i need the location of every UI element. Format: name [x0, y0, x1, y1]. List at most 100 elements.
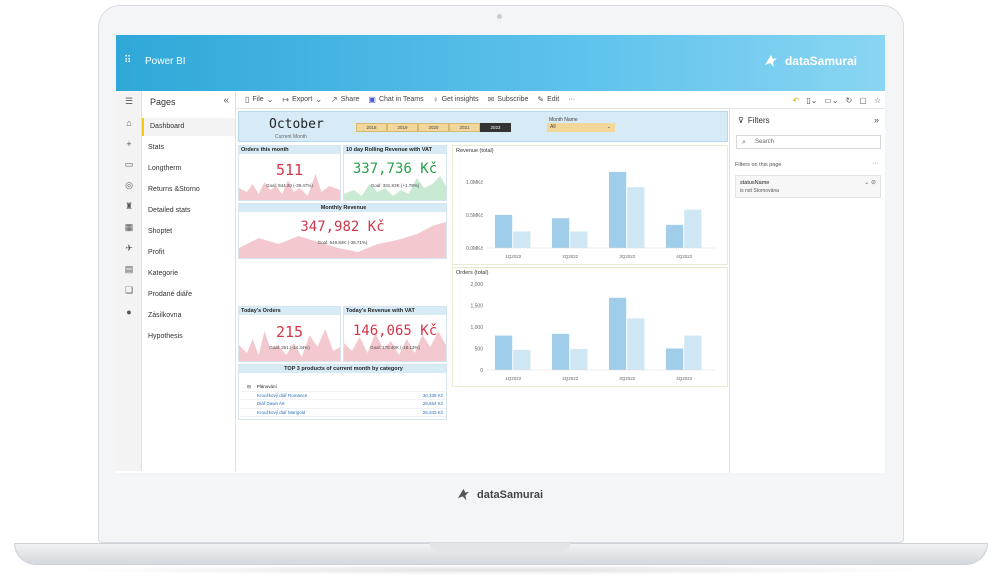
filters-more-button[interactable]: ···: [872, 160, 879, 167]
monthly-sparkline: [239, 222, 446, 258]
monthly-revenue-card[interactable]: Monthly Revenue 347,982 Kč Goal: 549.84K…: [238, 203, 447, 259]
laptop-shadow: [60, 565, 940, 575]
year-2022[interactable]: 2022: [480, 123, 511, 132]
table-row[interactable]: Kroužkový diář Marigold 26,343 Kč: [241, 409, 446, 417]
kpi-value: 215: [275, 323, 304, 341]
y-tick-label: 1.0MKč: [466, 180, 483, 186]
avatar[interactable]: ●: [126, 306, 132, 317]
create-icon[interactable]: +: [126, 138, 132, 149]
today-revenue-sparkline: [344, 331, 446, 361]
page-item-profit[interactable]: Profit: [148, 249, 165, 256]
kpi-goal: Goal: 178.40K (-18.13%): [370, 345, 420, 350]
bookmark-icon[interactable]: ▯⌄: [806, 95, 818, 105]
y-tick-label: 500: [475, 347, 484, 353]
kpi-goal: Goal: 844.20 (-39.47%): [266, 183, 313, 188]
get-insights-button[interactable]: ♀ Get insights: [432, 95, 479, 104]
data-hub-icon[interactable]: ◎: [125, 180, 133, 190]
today-revenue-card[interactable]: Today's Revenue with VAT 146,065 Kč Goal…: [343, 306, 447, 362]
group-expand-icon[interactable]: ⊟: [247, 384, 251, 389]
year-2018[interactable]: 2018: [356, 123, 387, 132]
year-2020[interactable]: 2020: [418, 123, 449, 132]
page-item-stats[interactable]: Stats: [148, 144, 164, 151]
today-orders-card[interactable]: Today's Orders 215 Goal: 251 (-14.34%): [238, 306, 341, 362]
menu-icon[interactable]: ☰: [124, 96, 134, 106]
top3-table[interactable]: TOP 3 products of current month by categ…: [238, 364, 447, 420]
app-title[interactable]: Power BI: [145, 56, 186, 67]
y-tick-label: 0: [480, 368, 483, 374]
page-item-hypothesis[interactable]: Hypothesis: [148, 333, 183, 340]
table-row[interactable]: Diář Dawn A5 28,654 Kč: [241, 400, 446, 409]
kpi-value: 146,065 Kč: [352, 323, 438, 339]
orders-chart[interactable]: Orders (total) 0 500 1,000 1,500 2,000 1Q2022…: [452, 267, 728, 387]
bar: [551, 218, 570, 248]
card-title: Today's Revenue with VAT: [344, 307, 446, 315]
year-2021[interactable]: 2021: [449, 123, 480, 132]
view-icon[interactable]: ▭⌄: [824, 95, 839, 105]
revenue-chart-svg: 0.0MKč 0.5MKč 1.0MKč 1Q2022 2Q2022 3Q2022 4Q20…: [466, 171, 715, 259]
month-name-dropdown[interactable]: All ⌄: [547, 123, 615, 132]
mail-icon: ✉: [487, 95, 495, 104]
page-item-kategorie[interactable]: Kategorie: [148, 270, 178, 277]
filter-card-statusname[interactable]: statusName is not Stornována ⌄ ⊘: [735, 175, 881, 198]
export-icon: ↦: [282, 95, 290, 104]
goals-icon[interactable]: ♜: [124, 201, 134, 211]
revenue-chart[interactable]: Revenue (total) 0.0MKč 0.5MKč 1.0MKč 1Q2022…: [452, 145, 728, 265]
book-icon[interactable]: ▤: [124, 264, 134, 274]
favorite-icon[interactable]: ☆: [873, 95, 881, 105]
command-bar: ▯ File ⌄ ↦ Export ⌄ ↗ Share ▣ Chat in Teams ♀ G…: [236, 91, 885, 109]
comment-icon[interactable]: ▢: [859, 95, 867, 105]
filters-header: ⊽ Filters: [738, 116, 770, 125]
filter-card-actions[interactable]: ⌄ ⊘: [864, 180, 876, 186]
page-item-shoptet[interactable]: Shoptet: [148, 228, 173, 235]
undo-icon[interactable]: ↶: [792, 95, 800, 105]
table-row[interactable]: Kroužkový diář Romance 30,335 Kč: [241, 392, 446, 400]
filter-search-input[interactable]: ⌕ Search: [736, 135, 881, 149]
subscribe-button[interactable]: ✉ Subscribe: [487, 95, 529, 104]
brand-name: dataSamurai: [784, 54, 857, 68]
filters-on-page-label: Filters on this page: [735, 162, 782, 168]
pencil-icon: ✎: [537, 95, 545, 104]
camera: [497, 14, 502, 19]
workspaces-icon[interactable]: ❏: [124, 285, 134, 295]
edit-button[interactable]: ✎ Edit: [537, 95, 560, 104]
table-group-row[interactable]: ⊟ Plánování: [241, 383, 446, 392]
samurai-icon: [764, 55, 777, 67]
apps-icon[interactable]: ▦: [124, 222, 134, 232]
file-menu[interactable]: ▯ File ⌄: [245, 95, 274, 104]
waffle-icon[interactable]: ⠿: [124, 55, 131, 66]
search-icon: ⌕: [742, 139, 746, 146]
lightbulb-icon: ♀: [432, 95, 439, 104]
home-icon[interactable]: ⌂: [126, 117, 132, 128]
page-item-prodane-diare[interactable]: Prodané diáře: [148, 291, 192, 298]
y-tick-label: 1,500: [470, 304, 483, 310]
more-button[interactable]: ···: [568, 96, 576, 103]
orders-sparkline: [239, 174, 340, 200]
kpi-value: 347,982 Kč: [300, 219, 385, 235]
export-menu[interactable]: ↦ Export ⌄: [282, 95, 323, 104]
today-orders-sparkline: [239, 329, 340, 361]
bar: [665, 348, 684, 370]
learn-icon[interactable]: ✈: [125, 243, 133, 253]
page-item-returns[interactable]: Returns &Storno: [148, 186, 200, 193]
share-button[interactable]: ↗ Share: [331, 95, 360, 104]
browse-icon[interactable]: ▭: [124, 159, 134, 169]
year-slicer: 2018 2019 2020 2021 2022: [356, 123, 511, 132]
refresh-icon[interactable]: ↻: [845, 95, 853, 105]
bar: [684, 335, 702, 370]
y-tick-label: 0.0MKč: [466, 246, 483, 252]
chat-teams-button[interactable]: ▣ Chat in Teams: [368, 95, 424, 104]
page-item-zasilkovna[interactable]: Zásilkovna: [148, 312, 182, 319]
x-tick-label: 4Q2022: [676, 376, 693, 381]
current-month-label: Current Month: [275, 134, 307, 140]
collapse-icon[interactable]: «: [223, 95, 229, 106]
page-item-longtherm[interactable]: Longtherm: [148, 165, 182, 172]
year-2019[interactable]: 2019: [387, 123, 418, 132]
page-item-detailed-stats[interactable]: Detailed stats: [148, 207, 191, 214]
page-item-dashboard[interactable]: Dashboard: [142, 118, 235, 136]
expand-icon[interactable]: »: [873, 115, 879, 125]
report-header: October Current Month 2018 2019 2020 202…: [238, 111, 728, 142]
orders-month-card[interactable]: Orders this month 511 Goal: 844.20 (-39.…: [238, 145, 341, 201]
rolling-revenue-card[interactable]: 10 day Rolling Revenue with VAT 337,736 …: [343, 145, 447, 201]
rolling-sparkline: [344, 176, 446, 200]
